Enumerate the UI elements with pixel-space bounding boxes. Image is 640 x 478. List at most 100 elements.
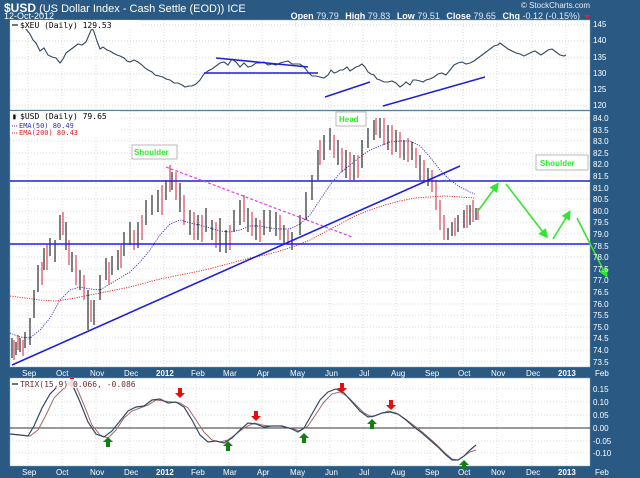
svg-text:Nov: Nov (90, 369, 104, 378)
svg-text:Oct: Oct (458, 468, 471, 477)
svg-text:125: 125 (593, 85, 607, 94)
xeu-panel: $XEU (Daily) 129.53 145 140 135 130 125 … (9, 19, 607, 111)
chg-value: -0.12 (-0.15%) (522, 11, 580, 21)
svg-text:79.0: 79.0 (593, 230, 609, 239)
usd-panel: Shoulder Head Shoulder ▮ $USD (Daily) 79… (9, 110, 609, 368)
svg-text:May: May (290, 369, 305, 378)
projection-arrows (477, 182, 608, 278)
svg-text:Dec: Dec (124, 369, 138, 378)
sell-arrow-icon (175, 388, 185, 398)
xeu-vgrid (27, 20, 567, 110)
buy-arrow-icon (299, 433, 309, 443)
svg-text:77.0: 77.0 (593, 276, 609, 285)
svg-text:76.5: 76.5 (593, 288, 609, 297)
svg-text:Jul: Jul (359, 468, 369, 477)
right-shoulder-label: Shoulder (535, 154, 589, 171)
svg-text:Dec: Dec (526, 369, 540, 378)
svg-text:75.0: 75.0 (593, 323, 609, 332)
svg-text:Nov: Nov (491, 369, 505, 378)
svg-text:Jun: Jun (325, 468, 338, 477)
svg-text:Oct: Oct (56, 468, 69, 477)
svg-text:Feb: Feb (191, 468, 205, 477)
svg-text:0.10: 0.10 (593, 398, 609, 407)
month-axis-middle: Sep Oct Nov Dec 2012 Feb Mar Apr May Jun… (22, 369, 609, 378)
svg-text:2012: 2012 (156, 369, 174, 378)
svg-text:Sep: Sep (22, 369, 37, 378)
svg-text:120: 120 (593, 101, 607, 110)
svg-text:79.5: 79.5 (593, 218, 609, 227)
brand-label: © StockCharts.com (520, 1, 590, 10)
svg-text:Feb: Feb (595, 369, 609, 378)
usd-legend: ▮ $USD (Daily) 79.65 EMA(50) 80.49 EMA(2… (10, 111, 120, 137)
buy-arrow-icon (103, 437, 113, 447)
ema50-line (9, 140, 476, 339)
svg-text:Sep: Sep (22, 468, 37, 477)
chart-title: $USD (US Dollar Index - Cash Settle (EOD… (4, 1, 246, 15)
svg-text:-0.10: -0.10 (593, 449, 612, 458)
open-label: Open (290, 11, 314, 21)
svg-text:Jul: Jul (359, 369, 369, 378)
buy-signals (103, 419, 469, 470)
svg-text:Shoulder: Shoulder (134, 148, 169, 157)
buy-arrow-icon (223, 441, 233, 451)
ema200-legend: EMA(200) 80.43 (19, 129, 78, 137)
sell-arrow-icon (386, 400, 396, 410)
svg-text:-0.05: -0.05 (593, 437, 612, 446)
svg-text:81.0: 81.0 (593, 184, 609, 193)
sell-arrow-icon (251, 411, 261, 421)
chart-date: 12-Oct-2012 (4, 11, 55, 21)
close-label: Close (446, 11, 471, 21)
svg-text:Feb: Feb (191, 369, 205, 378)
svg-text:Oct: Oct (458, 369, 471, 378)
buy-arrow-icon (459, 460, 469, 470)
svg-text:2012: 2012 (156, 468, 174, 477)
svg-text:74.0: 74.0 (593, 346, 609, 355)
sell-arrow-icon (337, 383, 347, 393)
svg-text:▮: ▮ (12, 112, 17, 121)
low-value: 79.51 (417, 11, 440, 21)
svg-text:2013: 2013 (558, 369, 576, 378)
usd-legend-text: $USD (Daily) 79.65 (20, 112, 107, 121)
svg-text:Apr: Apr (257, 468, 270, 477)
svg-text:73.5: 73.5 (593, 358, 609, 367)
xeu-line (25, 26, 567, 88)
xeu-legend-text: $XEU (Daily) 129.53 (20, 21, 112, 30)
svg-text:140: 140 (593, 36, 607, 45)
high-label: High (345, 11, 366, 21)
chg-label: Chg (502, 11, 520, 21)
svg-text:May: May (290, 468, 305, 477)
svg-text:83.5: 83.5 (593, 126, 609, 135)
svg-text:Oct: Oct (56, 369, 69, 378)
svg-text:82.5: 82.5 (593, 149, 609, 158)
xeu-yaxis: 145 140 135 130 125 120 (593, 20, 607, 110)
svg-text:Aug: Aug (391, 369, 405, 378)
close-value: 79.65 (473, 11, 496, 21)
ema50-legend: EMA(50) 80.49 (19, 122, 74, 130)
svg-text:80.5: 80.5 (593, 195, 609, 204)
trix-legend-text: TRIX(15,9) 0.066, -0.086 (20, 380, 136, 389)
svg-text:Nov: Nov (90, 468, 104, 477)
svg-text:81.5: 81.5 (593, 172, 609, 181)
svg-text:Dec: Dec (526, 468, 540, 477)
svg-text:2013: 2013 (558, 468, 576, 477)
svg-text:130: 130 (593, 69, 607, 78)
quote-summary: Open 79.79 High 79.83 Low 79.51 Close 79… (291, 11, 590, 21)
svg-text:74.5: 74.5 (593, 334, 609, 343)
svg-text:135: 135 (593, 53, 607, 62)
svg-text:0.15: 0.15 (593, 385, 609, 394)
trix-panel: TRIX(15,9) 0.066, -0.086 0.15 0.10 0.05 … (9, 377, 612, 470)
trix-legend: TRIX(15,9) 0.066, -0.086 (12, 380, 136, 389)
svg-text:76.0: 76.0 (593, 300, 609, 309)
svg-text:80.0: 80.0 (593, 207, 609, 216)
usd-hgrid (10, 117, 590, 363)
svg-text:77.5: 77.5 (593, 265, 609, 274)
usd-yaxis: 84.0 83.5 83.0 82.5 82.0 81.5 81.0 80.5 80.0… (593, 114, 609, 367)
open-value: 79.79 (316, 11, 339, 21)
rising-trendline (11, 165, 461, 366)
svg-text:0.00: 0.00 (593, 424, 609, 433)
svg-text:Head: Head (339, 115, 359, 124)
xeu-legend: $XEU (Daily) 129.53 (12, 21, 112, 30)
usd-vgrid (27, 111, 567, 367)
month-axis-bottom: Sep Oct Nov Dec 2012 Feb Mar Apr May Jun… (22, 468, 609, 477)
